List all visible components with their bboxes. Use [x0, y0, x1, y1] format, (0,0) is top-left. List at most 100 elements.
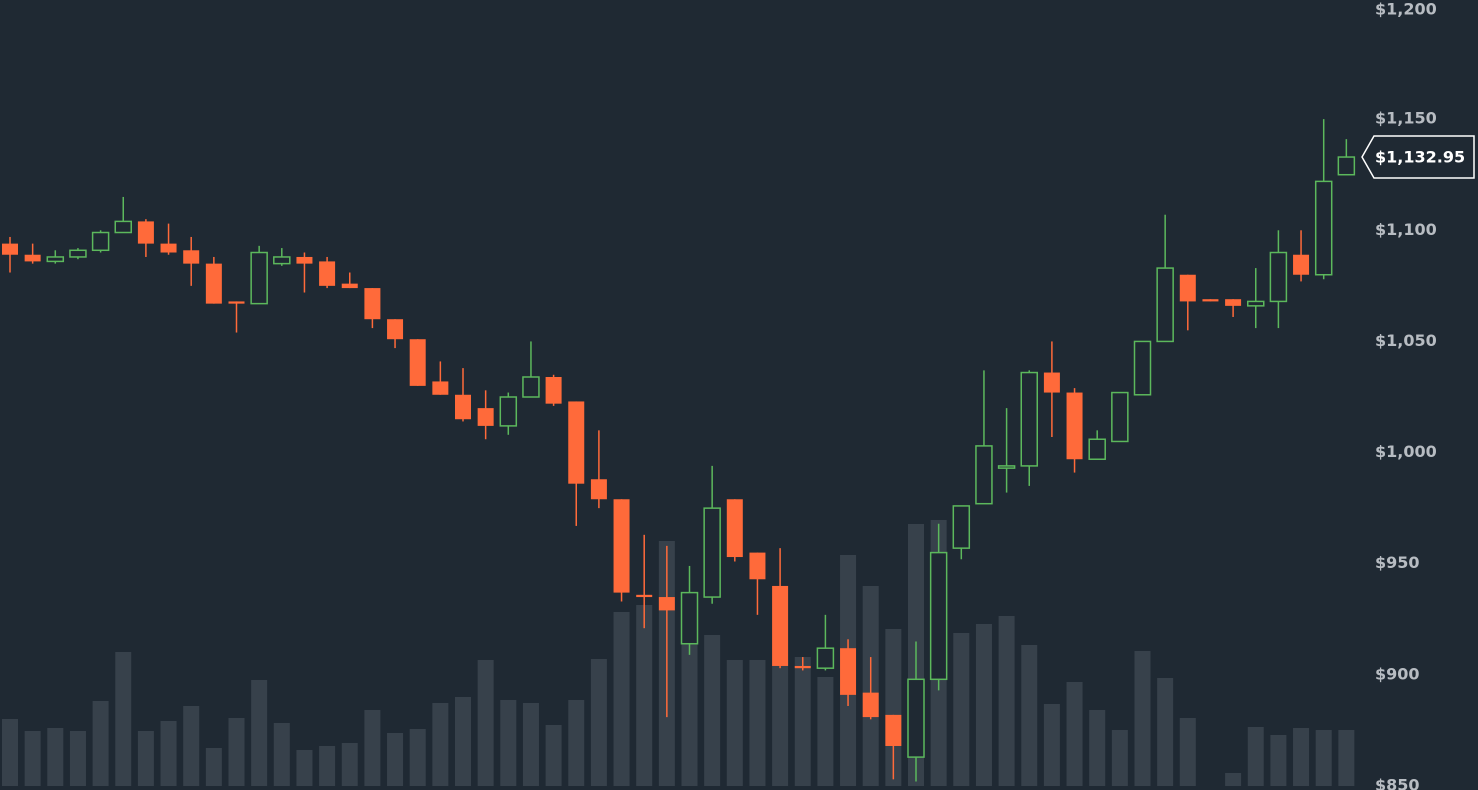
- volume-bar: [794, 657, 811, 786]
- volume-bar: [772, 660, 789, 786]
- volume-bar: [183, 706, 200, 786]
- candle-body: [296, 256, 313, 264]
- candle-body: [522, 376, 540, 398]
- candle-body: [1043, 372, 1060, 393]
- volume-bar: [387, 733, 404, 786]
- candle-body: [1066, 392, 1083, 460]
- y-tick-label: $850: [1375, 776, 1420, 790]
- candle-body: [91, 231, 110, 252]
- candle-body: [205, 263, 222, 304]
- volume-bar: [998, 616, 1015, 786]
- candle-body: [590, 479, 607, 500]
- candle-body: [749, 552, 766, 580]
- volume-bar: [885, 629, 902, 786]
- candle-body: [613, 499, 630, 593]
- price-tag-label: $1,132.95: [1375, 148, 1465, 167]
- volume-bar: [1247, 727, 1264, 786]
- candle-body: [1156, 267, 1174, 343]
- candle-body: [114, 220, 132, 234]
- candle-body: [69, 249, 87, 258]
- candle-body: [907, 678, 925, 758]
- candle-body: [228, 301, 245, 304]
- volume-bar: [228, 718, 245, 786]
- volume-bar: [92, 701, 109, 786]
- volume-bar: [1293, 728, 1310, 786]
- volume-bar: [409, 729, 426, 786]
- volume-bar: [341, 743, 358, 786]
- candle-body: [137, 221, 154, 244]
- candle-body: [319, 261, 336, 286]
- candle-body: [975, 445, 993, 505]
- volume-bar: [160, 721, 177, 786]
- candle-body: [545, 376, 562, 404]
- candle-body: [499, 396, 518, 427]
- candle-body: [952, 505, 971, 549]
- candle-body: [1247, 300, 1265, 307]
- volume-bar: [477, 660, 494, 786]
- volume-bar: [319, 746, 336, 786]
- candle-body: [1269, 251, 1288, 303]
- volume-bar: [545, 725, 562, 786]
- y-tick-label: $950: [1375, 553, 1420, 572]
- candle-body: [455, 394, 471, 420]
- volume-bar: [432, 703, 449, 786]
- volume-layer: [2, 520, 1355, 786]
- candle-body: [885, 714, 902, 746]
- candle-body: [250, 251, 268, 305]
- candle-body: [840, 648, 857, 695]
- volume-bar: [47, 728, 64, 786]
- volume-bar: [749, 660, 766, 786]
- volume-bar: [590, 659, 607, 786]
- candle-body: [1133, 340, 1152, 396]
- volume-bar: [364, 710, 381, 786]
- candle-body: [160, 243, 177, 253]
- candle-body: [929, 551, 948, 681]
- volume-bar: [205, 748, 222, 786]
- candle-body: [341, 283, 358, 289]
- candle-body: [183, 250, 200, 264]
- volume-bar: [1043, 704, 1060, 786]
- candle-layer: [2, 119, 1356, 782]
- candle-body: [1088, 438, 1106, 460]
- volume-bar: [500, 700, 517, 786]
- volume-bar: [636, 605, 653, 786]
- volume-bar: [455, 697, 471, 786]
- volume-bar: [953, 633, 970, 786]
- volume-bar: [975, 624, 992, 786]
- candle-body: [432, 381, 449, 395]
- volume-bar: [1066, 682, 1083, 786]
- volume-bar: [24, 731, 41, 786]
- price-axis: $850 $900 $950 $1,000 $1,050 $1,100 $1,150 $1,2…: [1361, 0, 1475, 790]
- candle-body: [1179, 274, 1196, 302]
- volume-bar: [726, 660, 743, 786]
- volume-bar: [273, 723, 290, 786]
- candle-body: [816, 647, 835, 669]
- volume-bar: [2, 719, 18, 786]
- candle-body: [658, 597, 675, 611]
- candle-body: [1337, 156, 1356, 176]
- volume-bar: [1338, 730, 1355, 786]
- candle-body: [477, 408, 494, 426]
- candle-body: [794, 665, 811, 669]
- volume-bar: [681, 617, 698, 786]
- volume-bar: [568, 700, 585, 786]
- y-tick-label: $1,000: [1375, 442, 1437, 461]
- candle-body: [1293, 254, 1310, 275]
- volume-bar: [1157, 678, 1174, 786]
- price-tag: [1361, 135, 1475, 179]
- volume-bar: [1111, 730, 1128, 786]
- candle-body: [726, 499, 743, 558]
- y-tick-label: $1,200: [1375, 0, 1437, 19]
- volume-bar: [522, 703, 539, 786]
- volume-bar: [137, 731, 154, 786]
- volume-bar: [1134, 651, 1151, 786]
- volume-bar: [1270, 735, 1287, 786]
- candle-body: [1020, 371, 1038, 467]
- volume-bar: [1315, 730, 1332, 786]
- candle-body: [387, 319, 404, 340]
- candle-body: [1225, 299, 1242, 306]
- candle-body: [1111, 391, 1129, 443]
